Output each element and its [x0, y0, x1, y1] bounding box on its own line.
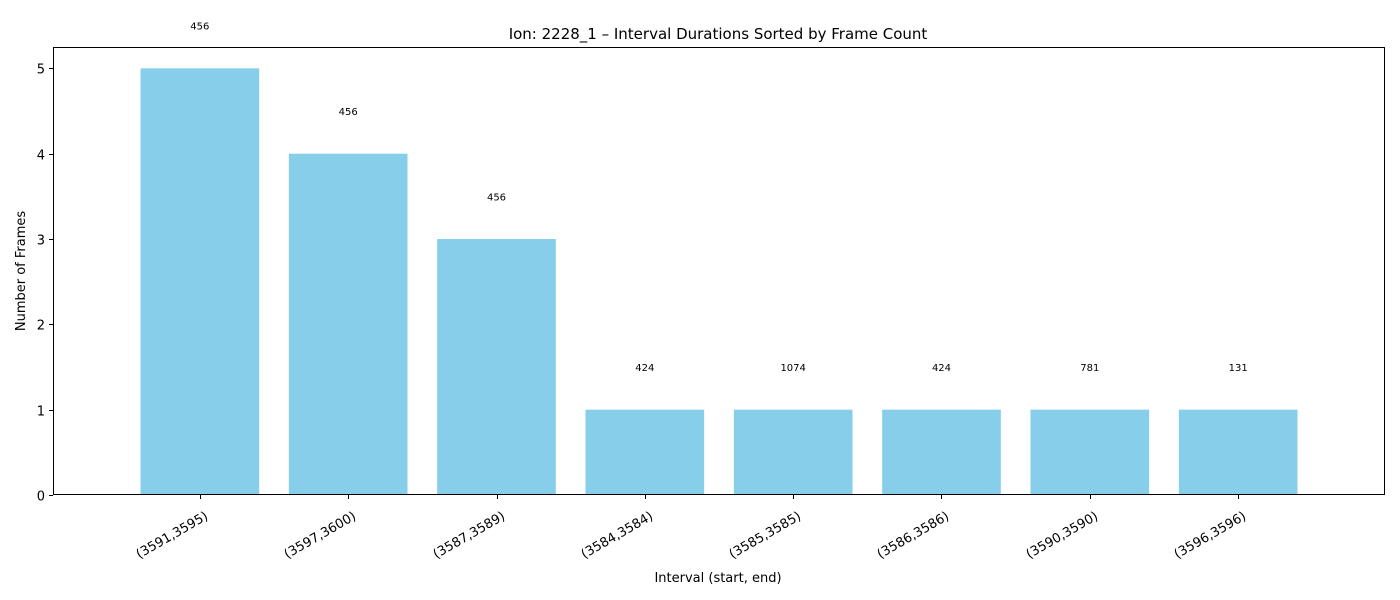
bars-group [140, 68, 1298, 495]
bar-4 [733, 409, 853, 495]
data-label-6: 781 [1080, 363, 1099, 374]
y-tick-label-0: 0 [37, 490, 45, 505]
data-label-7: 131 [1229, 363, 1248, 374]
plot-frame [53, 47, 1385, 495]
y-tick-label-1: 1 [37, 405, 45, 420]
bar-1 [288, 153, 408, 495]
x-axis: (3591,3595) (3597,3600) (3587,3589) (3584,3… [134, 495, 1249, 562]
data-label-0: 456 [190, 22, 209, 33]
y-axis-label: Number of Frames [14, 211, 29, 332]
bar-5 [882, 409, 1001, 495]
x-tick-label-4: (3585,3585) [727, 509, 804, 562]
data-label-3: 424 [635, 363, 654, 374]
y-axis: 0 1 2 3 4 5 [37, 63, 53, 505]
y-tick-label-5: 5 [37, 63, 45, 78]
data-label-4: 1074 [780, 363, 805, 374]
bar-3 [585, 409, 705, 495]
bar-7 [1178, 409, 1298, 495]
chart-title: Ion: 2228_1 – Interval Durations Sorted … [509, 25, 928, 44]
x-axis-label: Interval (start, end) [654, 571, 781, 586]
bar-6 [1030, 409, 1150, 495]
y-tick-label-3: 3 [37, 234, 45, 249]
y-tick-label-4: 4 [37, 149, 45, 164]
x-tick-label-6: (3590,3590) [1024, 509, 1101, 562]
x-tick-label-2: (3587,3589) [431, 509, 508, 562]
x-tick-label-3: (3584,3584) [579, 509, 656, 562]
x-tick-label-1: (3597,3600) [282, 509, 359, 562]
data-label-2: 456 [487, 192, 506, 203]
bar-2 [437, 239, 556, 495]
y-tick-label-2: 2 [37, 319, 45, 334]
bar-0 [140, 68, 260, 495]
data-label-1: 456 [339, 107, 358, 118]
x-tick-label-5: (3586,3586) [875, 509, 952, 562]
x-tick-label-7: (3596,3596) [1172, 509, 1249, 562]
x-tick-label-0: (3591,3595) [134, 509, 211, 562]
data-labels-group: 456 456 456 424 1074 424 781 131 [190, 22, 1247, 374]
data-label-5: 424 [932, 363, 951, 374]
